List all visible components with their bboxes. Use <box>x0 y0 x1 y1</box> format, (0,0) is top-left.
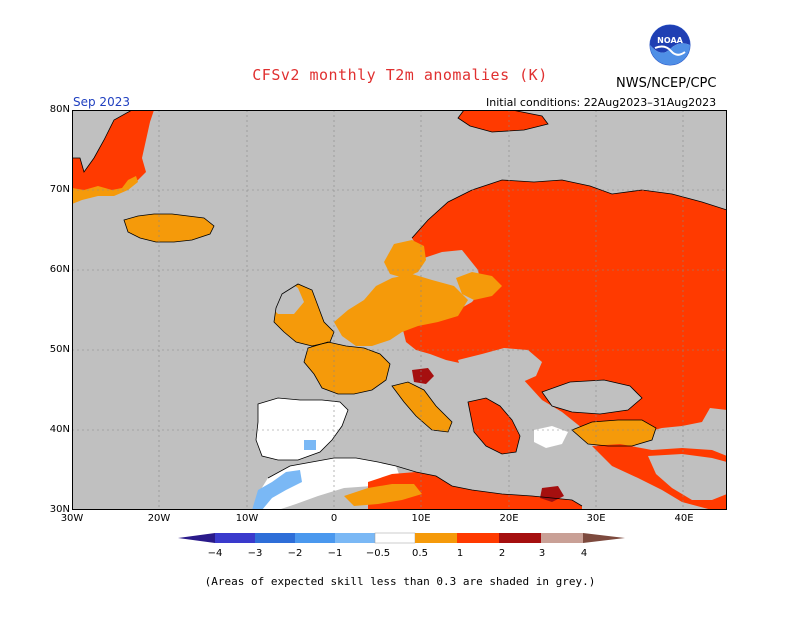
colorbar-label: 1 <box>456 548 464 559</box>
baltic-orange <box>456 272 502 300</box>
colorbar-swatch <box>215 533 255 543</box>
noaa-logo: NOAA <box>649 24 691 70</box>
lon-label: 40E <box>674 513 694 524</box>
lon-label: 30E <box>586 513 606 524</box>
lon-label: 0 <box>330 513 338 524</box>
colorbar-label: −4 <box>207 548 223 559</box>
north-africa-blue <box>252 470 302 510</box>
page-title: CFSv2 monthly T2m anomalies (K) <box>252 66 548 84</box>
colorbar-swatch <box>295 533 335 543</box>
iberia-blue <box>304 440 316 450</box>
svg-text:NOAA: NOAA <box>657 36 683 45</box>
colorbar-swatch <box>457 533 499 543</box>
gridlines <box>72 110 727 510</box>
colorbar-label: 4 <box>580 548 588 559</box>
anomaly-map <box>72 110 727 510</box>
dark-red-3 <box>540 486 564 502</box>
scandinavia-orange <box>384 240 426 278</box>
colorbar-swatch <box>583 533 625 543</box>
forecast-month: Sep 2023 <box>73 95 130 109</box>
lat-label: 40N <box>49 424 70 435</box>
dark-red-2 <box>412 368 434 384</box>
lat-label: 60N <box>49 264 70 275</box>
middle-east-grey <box>648 454 727 500</box>
lat-label: 50N <box>49 344 70 355</box>
colorbar-swatch <box>499 533 541 543</box>
lon-label: 10E <box>411 513 431 524</box>
colorbar <box>178 532 625 544</box>
central-europe-orange <box>334 274 468 346</box>
colorbar-label: −1 <box>327 548 343 559</box>
colorbar-label: 0.5 <box>412 548 428 559</box>
greenland-orange <box>72 176 138 204</box>
north-africa-orange <box>344 484 422 506</box>
colorbar-label: −2 <box>287 548 303 559</box>
colorbar-label: 3 <box>538 548 546 559</box>
coastlines <box>72 110 727 507</box>
eurasia-red <box>402 180 727 442</box>
iceland-anomaly <box>124 214 214 242</box>
lat-label: 80N <box>49 104 70 115</box>
skill-footnote: (Areas of expected skill less than 0.3 a… <box>204 575 596 588</box>
svalbard-anomaly <box>458 110 548 132</box>
colorbar-swatch <box>541 533 583 543</box>
lat-label: 70N <box>49 184 70 195</box>
colorbar-swatch <box>415 533 457 543</box>
turkey-orange <box>572 420 656 446</box>
lon-label: 30W <box>60 513 84 524</box>
lon-label: 20E <box>499 513 519 524</box>
north-africa-red <box>368 472 582 510</box>
iberia-neutral <box>256 398 348 460</box>
colorbar-label: 2 <box>498 548 506 559</box>
agency-label: NWS/NCEP/CPC <box>616 76 717 91</box>
initial-conditions: Initial conditions: 22Aug2023–31Aug2023 <box>486 96 717 109</box>
france-orange <box>304 342 390 394</box>
colorbar-label: −3 <box>247 548 263 559</box>
colorbar-label: −0.5 <box>365 548 391 559</box>
lon-label: 20W <box>147 513 171 524</box>
italy-orange <box>392 382 452 432</box>
map-frame <box>72 110 727 510</box>
north-africa-neutral <box>252 458 402 510</box>
black-sea-grey <box>542 380 642 414</box>
colorbar-swatch <box>178 533 215 543</box>
colorbar-swatch <box>255 533 295 543</box>
east-europe-grey <box>458 348 542 386</box>
lon-label: 10W <box>235 513 259 524</box>
lat-label: 30N <box>49 504 70 515</box>
greece-neutral <box>534 426 568 448</box>
colorbar-swatch <box>374 532 416 544</box>
colorbar-swatch <box>335 533 375 543</box>
